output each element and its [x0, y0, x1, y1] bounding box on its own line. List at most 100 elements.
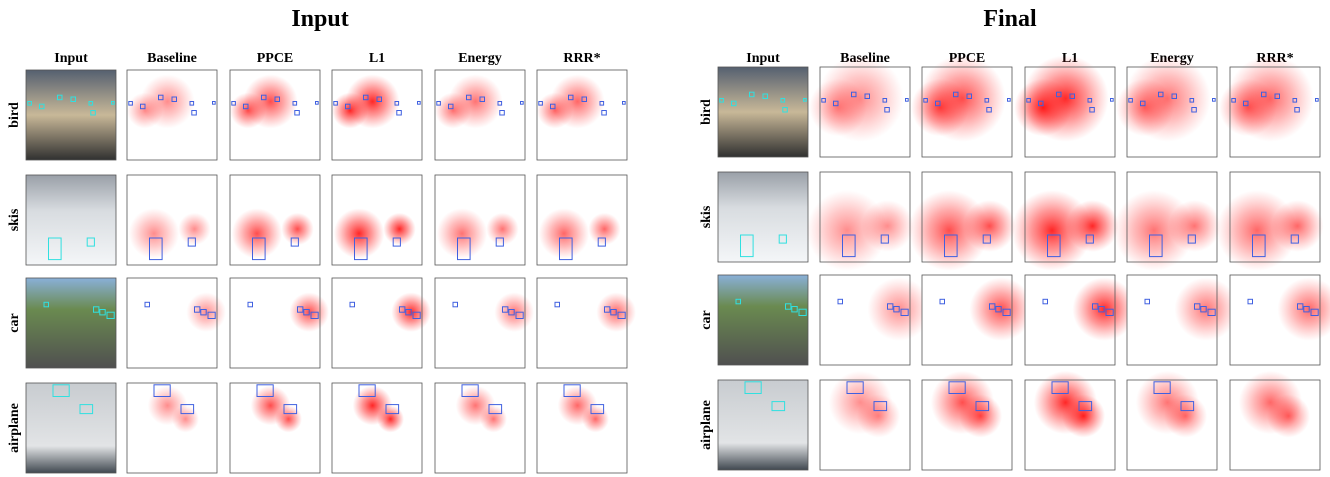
- bounding-box: [995, 306, 1002, 313]
- row-label: car: [699, 310, 714, 329]
- bounding-box: [149, 237, 163, 261]
- image-cell: [536, 69, 628, 161]
- saliency-blob: [178, 212, 211, 246]
- bounding-box: [893, 306, 900, 313]
- bounding-box: [780, 98, 786, 103]
- bounding-box: [1207, 308, 1216, 317]
- column-header: L1: [369, 51, 385, 66]
- saliency-blob: [383, 212, 416, 246]
- saliency-blob: [809, 78, 867, 137]
- bounding-box: [833, 100, 839, 107]
- image-cell: [229, 69, 321, 161]
- row-label: car: [7, 313, 22, 332]
- saliency-blob: [582, 405, 609, 433]
- bounding-box: [294, 110, 300, 116]
- bounding-box: [315, 101, 319, 105]
- cell-border: [1126, 379, 1218, 471]
- bounding-box: [1153, 381, 1171, 394]
- panel-title: Final: [983, 6, 1037, 32]
- cell-border: [536, 382, 628, 474]
- bounding-box: [791, 306, 798, 313]
- saliency-blob: [963, 200, 1016, 252]
- image-cell: [536, 382, 628, 474]
- image-cell: [1126, 274, 1238, 366]
- bounding-box: [43, 301, 49, 308]
- bounding-box: [735, 298, 741, 305]
- bounding-box: [457, 237, 471, 261]
- bounding-box: [559, 237, 573, 261]
- bounding-box: [1128, 98, 1133, 103]
- bounding-box: [1007, 98, 1011, 102]
- image-cell: [717, 171, 809, 263]
- bounding-box: [1303, 306, 1310, 313]
- bounding-box: [1149, 234, 1163, 258]
- column-header: Energy: [458, 51, 502, 66]
- cell-border: [536, 69, 628, 161]
- bounding-box: [128, 101, 133, 106]
- saliency-blob: [1163, 394, 1208, 438]
- saliency-blob: [377, 405, 404, 433]
- image-cell: [1113, 171, 1221, 271]
- cell-border: [717, 171, 809, 263]
- bounding-box: [762, 93, 768, 99]
- saliency-blob: [1266, 394, 1311, 438]
- bounding-box: [57, 94, 63, 101]
- bounding-box: [292, 101, 298, 106]
- bounding-box: [842, 234, 856, 258]
- bounding-box: [39, 103, 45, 110]
- image-cell: [908, 171, 1016, 271]
- bounding-box: [538, 101, 543, 106]
- bounding-box: [1315, 98, 1319, 102]
- bounding-box: [297, 306, 304, 313]
- bounding-box: [385, 404, 400, 415]
- bounding-box: [1144, 298, 1150, 305]
- bounding-box: [243, 103, 249, 110]
- cell-border: [126, 382, 218, 474]
- bounding-box: [604, 306, 611, 313]
- bounding-box: [405, 309, 412, 316]
- bounding-box: [283, 404, 298, 415]
- bounding-box: [803, 98, 807, 102]
- cell-border: [1229, 66, 1321, 158]
- saliency-blob: [128, 208, 180, 259]
- saliency-blob: [1219, 78, 1277, 137]
- bounding-box: [563, 384, 581, 397]
- bounding-box: [144, 301, 150, 308]
- bounding-box: [1231, 98, 1236, 103]
- image-cell: [819, 274, 931, 366]
- bounding-box: [1085, 234, 1094, 244]
- cell-border: [434, 174, 526, 266]
- bounding-box: [396, 110, 402, 116]
- input-image: [718, 380, 808, 470]
- cell-border: [25, 382, 117, 474]
- image-cell: [717, 66, 809, 158]
- image-cell: [1024, 370, 1116, 471]
- image-cell: [1229, 370, 1321, 471]
- bounding-box: [1110, 98, 1114, 102]
- bounding-box: [1274, 93, 1280, 99]
- cell-border: [1126, 66, 1218, 158]
- saliency-blob: [332, 92, 368, 129]
- saliency-blob: [588, 212, 621, 246]
- saliency-blob: [911, 78, 969, 137]
- bounding-box: [1038, 100, 1044, 107]
- bounding-box: [354, 237, 368, 261]
- bounding-box: [1087, 98, 1093, 103]
- image-cell: [434, 382, 526, 474]
- bounding-box: [93, 306, 100, 313]
- image-cell: [25, 382, 117, 474]
- bounding-box: [461, 384, 479, 397]
- image-cell: [331, 382, 423, 474]
- image-cell: [1011, 171, 1119, 271]
- bounding-box: [953, 91, 959, 98]
- bounding-box: [158, 94, 164, 101]
- input-image: [718, 67, 808, 157]
- bounding-box: [900, 308, 909, 317]
- row-label: skis: [699, 205, 714, 228]
- saliency-blob: [436, 208, 488, 259]
- bounding-box: [1252, 234, 1266, 258]
- image-cell: [434, 174, 526, 266]
- bounding-box: [1297, 303, 1304, 310]
- image-cell: [536, 174, 628, 266]
- bounding-box: [499, 110, 505, 116]
